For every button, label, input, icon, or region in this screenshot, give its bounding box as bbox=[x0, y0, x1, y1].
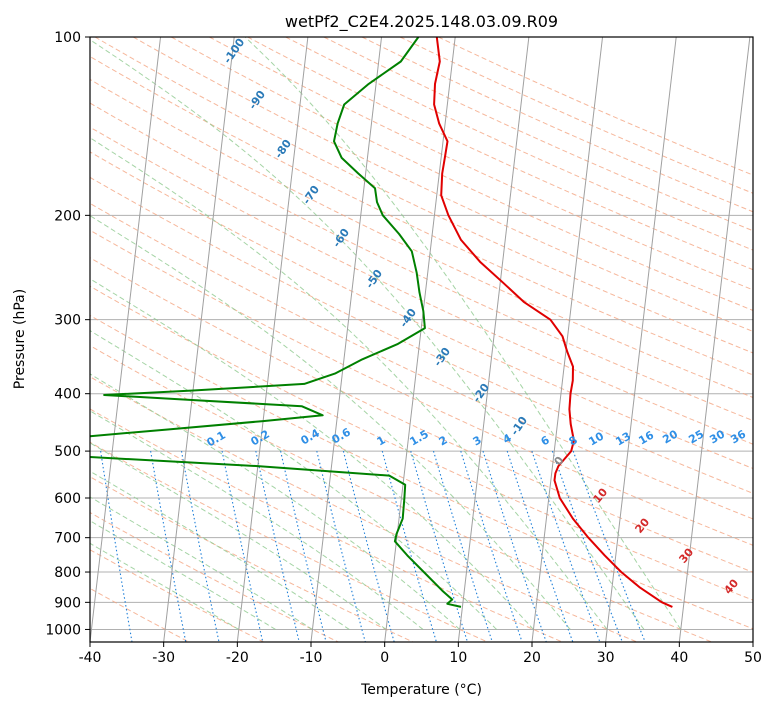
moist-adiabat-line bbox=[90, 373, 461, 630]
isotherm-line bbox=[310, 37, 383, 642]
isotherm-line bbox=[531, 37, 604, 642]
dry-adiabat-line bbox=[171, 37, 753, 311]
background-lines bbox=[90, 37, 753, 642]
moist-adiabat-line bbox=[90, 542, 240, 630]
mixing-ratio-line bbox=[280, 450, 327, 642]
dry-adiabat-line bbox=[90, 285, 753, 601]
x-tick-label: -20 bbox=[226, 650, 249, 666]
x-tick-label: 0 bbox=[380, 650, 389, 666]
mixing-ratio-line bbox=[100, 451, 133, 642]
mixing-ratio-line bbox=[381, 450, 437, 642]
mixing-ratio-line bbox=[432, 450, 493, 642]
dry-adiabat-line bbox=[90, 78, 753, 399]
axes: -40 -30 -20 -10 0 10 20 30 40 50 100 200 300 400 500 60… bbox=[45, 30, 762, 666]
plot-frame bbox=[89, 36, 754, 643]
isotherm-line bbox=[457, 37, 530, 642]
x-tick-label: 30 bbox=[597, 650, 615, 666]
y-axis-label: Pressure (hPa) bbox=[12, 289, 28, 389]
moist-adiabat-line bbox=[244, 37, 682, 630]
dry-adiabat-line bbox=[90, 314, 753, 630]
y-tick-label: 1000 bbox=[45, 622, 81, 638]
dry-adiabat-line bbox=[323, 37, 753, 232]
mixing-ratio-line bbox=[460, 450, 523, 642]
isotherm-line bbox=[236, 37, 309, 642]
moist-adiabat-line bbox=[90, 39, 645, 630]
mixing-ratio-line bbox=[531, 450, 601, 642]
y-tick-label: 600 bbox=[54, 491, 81, 507]
dry-adiabat-line bbox=[90, 151, 753, 470]
mixing-ratio-line bbox=[150, 451, 187, 642]
moist-adiabat-line bbox=[90, 410, 424, 630]
moist-adiabat-line bbox=[90, 330, 497, 630]
chart-title: wetPf2_C2E4.2025.148.03.09.R09 bbox=[285, 12, 558, 32]
y-tick-label: 500 bbox=[54, 444, 81, 460]
y-tick-label: 900 bbox=[54, 595, 81, 611]
dry-adiabat-line bbox=[90, 376, 638, 642]
mixing-ratio-line bbox=[255, 450, 300, 642]
y-tick-label: 800 bbox=[54, 565, 81, 581]
x-tick-label: 20 bbox=[523, 650, 541, 666]
dry-adiabat-line bbox=[90, 476, 414, 642]
x-tick-label: -10 bbox=[300, 650, 323, 666]
y-tick-label: 700 bbox=[54, 531, 81, 547]
x-tick-label: -40 bbox=[79, 650, 102, 666]
moist-adiabat-line bbox=[90, 470, 350, 630]
dry-adiabat-line bbox=[90, 55, 753, 376]
dry-adiabat-line bbox=[399, 37, 753, 194]
mixing-ratio-line bbox=[180, 451, 220, 642]
temperature-profile-line bbox=[433, 37, 673, 608]
moist-adiabat-line bbox=[90, 442, 387, 630]
isotherm-line bbox=[163, 37, 235, 642]
x-tick-label: 40 bbox=[670, 650, 688, 666]
mixing-ratio-line bbox=[410, 450, 469, 642]
moist-adiabat-line bbox=[90, 520, 276, 630]
profile-lines bbox=[90, 37, 673, 608]
mixing-ratio-line bbox=[221, 450, 264, 642]
mixing-ratio-line bbox=[342, 450, 395, 642]
mixing-ratio-line bbox=[316, 450, 366, 642]
mixing-ratio-line bbox=[551, 450, 623, 642]
y-tick-label: 400 bbox=[54, 387, 81, 403]
moist-adiabat-line bbox=[90, 215, 571, 630]
dewpoint-profile-line bbox=[90, 37, 462, 608]
x-tick-label: -30 bbox=[152, 650, 175, 666]
dry-adiabat-line bbox=[94, 37, 753, 354]
mixing-ratio-line bbox=[482, 450, 547, 642]
y-tick-label: 200 bbox=[54, 208, 81, 224]
x-axis-label: Temperature (°C) bbox=[360, 682, 482, 698]
mixing-ratio-line bbox=[506, 450, 574, 642]
isotherm-line bbox=[678, 37, 751, 642]
dry-adiabat-line bbox=[90, 408, 563, 642]
x-tick-label: 50 bbox=[744, 650, 762, 666]
moist-adiabat-line bbox=[90, 137, 608, 630]
isotherm-line bbox=[90, 37, 162, 642]
dry-adiabat-line bbox=[90, 126, 753, 445]
isotherm-line bbox=[605, 37, 677, 642]
dry-adiabat-line bbox=[90, 229, 753, 546]
isotherm-line bbox=[384, 37, 456, 642]
x-tick-label: 10 bbox=[449, 650, 467, 666]
y-tick-label: 300 bbox=[54, 313, 81, 329]
y-tick-label: 100 bbox=[54, 30, 81, 46]
dry-adiabat-line bbox=[247, 37, 753, 271]
